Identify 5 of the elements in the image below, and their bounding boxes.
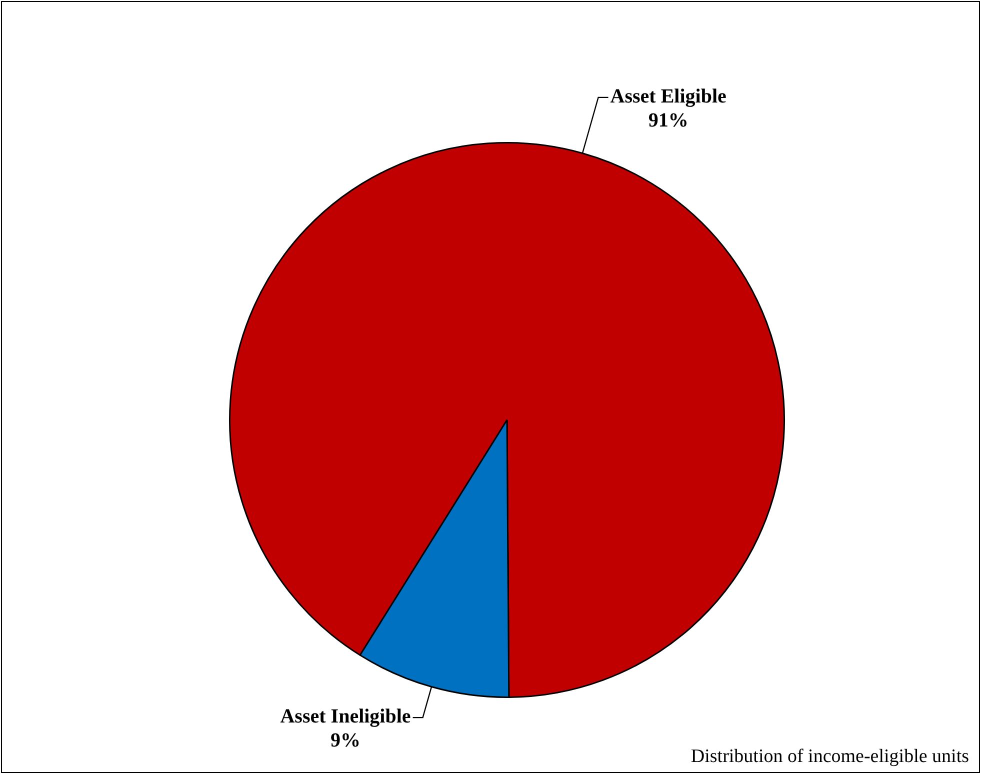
data-label: 9% (330, 730, 361, 752)
slice-label: Asset Ineligible (280, 706, 411, 728)
slice-label: Asset Eligible (610, 86, 727, 108)
data-label: 91% (648, 110, 688, 132)
text: Distribution of income-eligible units (690, 746, 969, 768)
